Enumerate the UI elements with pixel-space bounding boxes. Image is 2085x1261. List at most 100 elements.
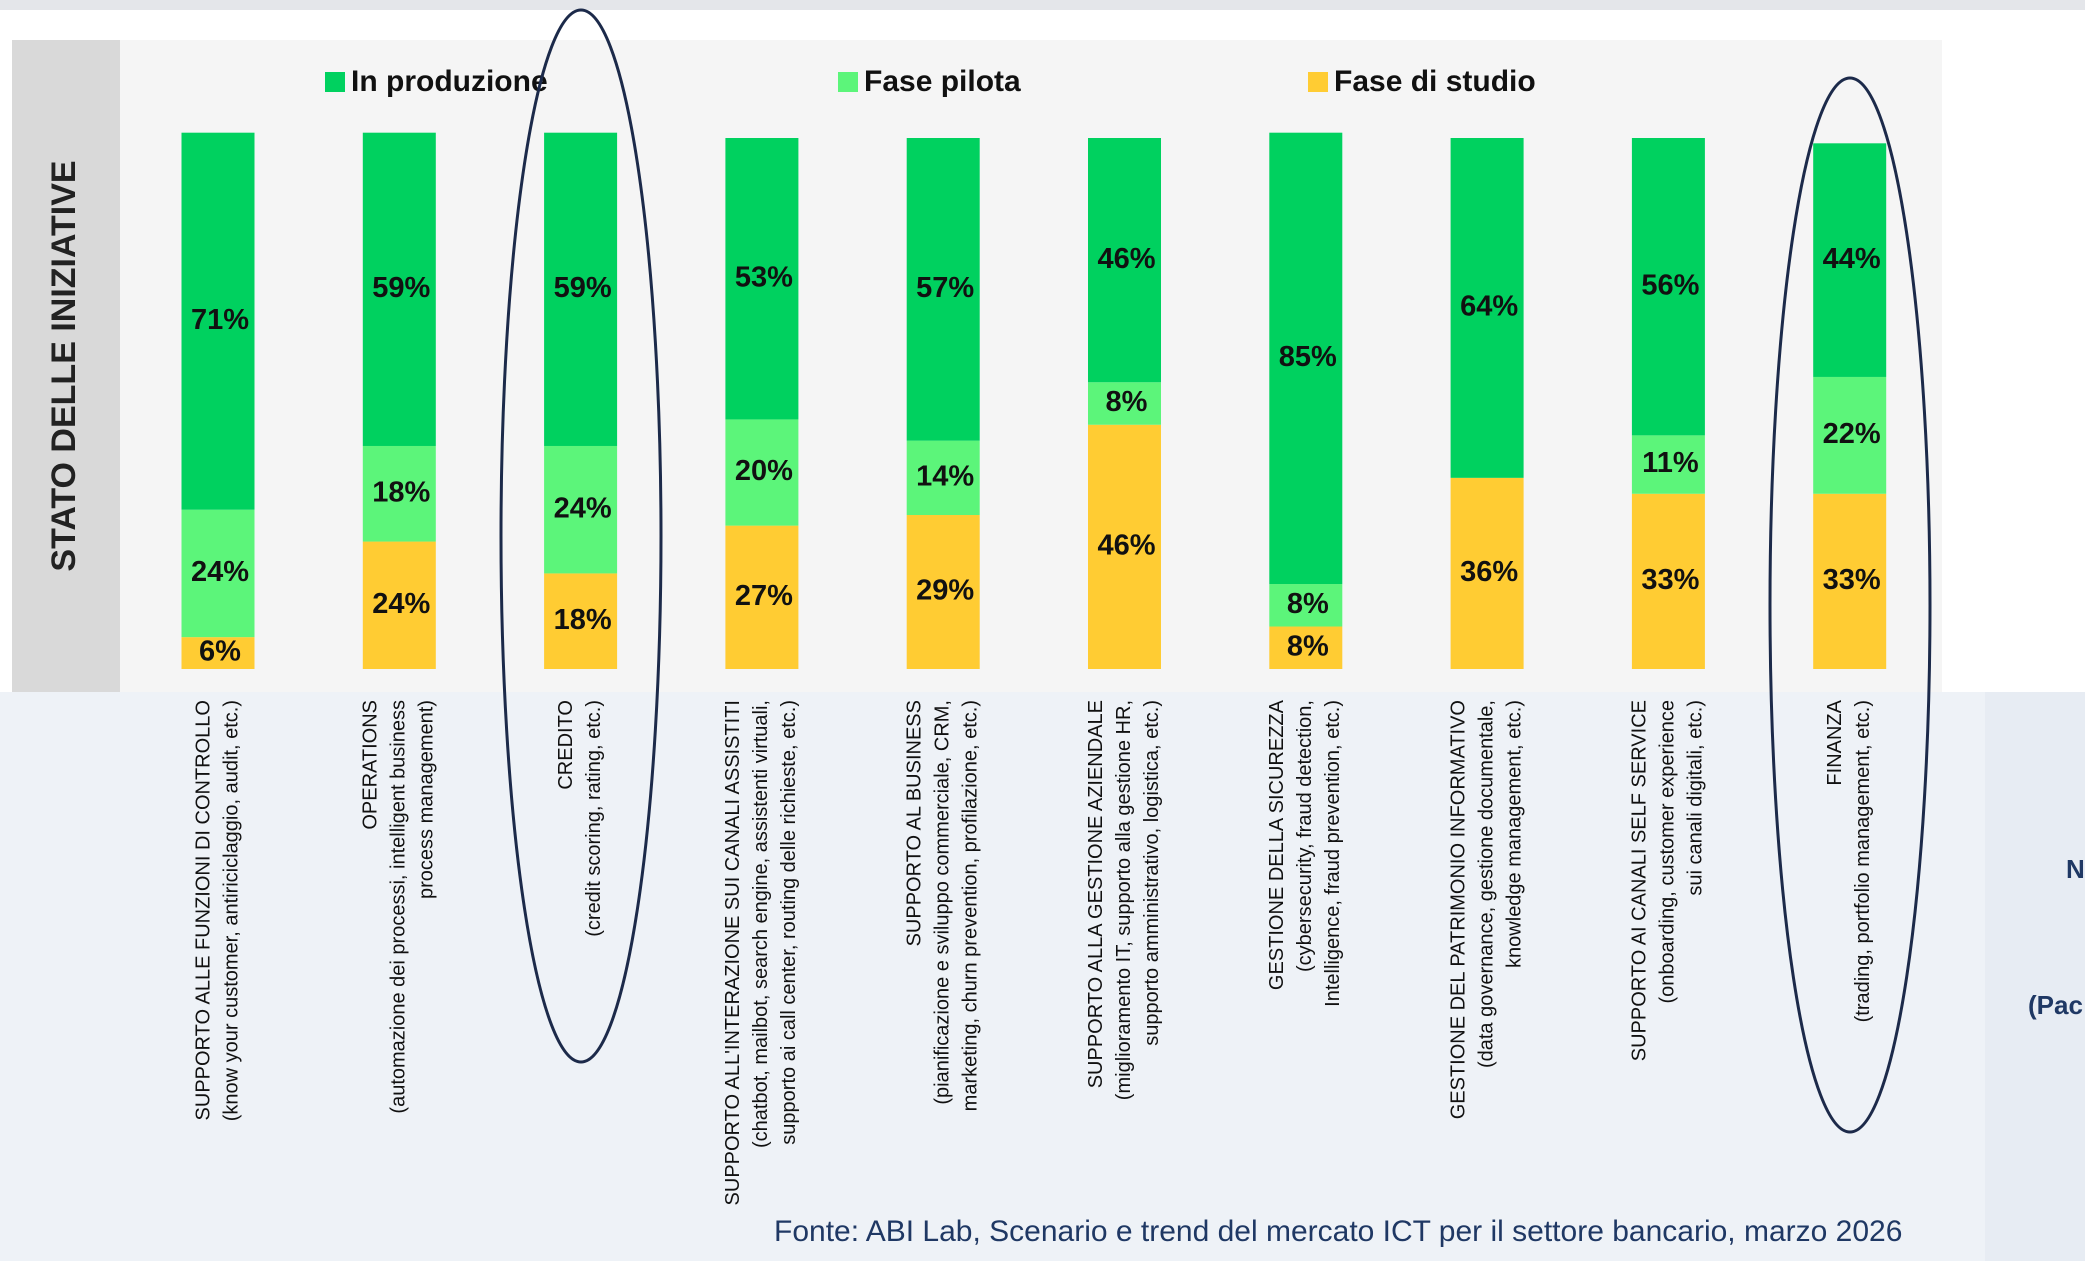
x-tick-label: FINANZA	[1824, 699, 1846, 785]
bar-segment	[1450, 138, 1524, 478]
side-panel	[1985, 692, 2085, 1261]
bar-segment	[1088, 138, 1161, 383]
data-label: 24%	[191, 556, 249, 588]
data-label: 46%	[1097, 243, 1155, 275]
data-label: 11%	[1642, 447, 1699, 479]
legend-swatch	[838, 72, 858, 92]
x-tick-label: (know your customer, antiriciclaggio, au…	[220, 700, 242, 1121]
bar-segment	[362, 541, 436, 669]
x-tick-label: (pianificazione e sviluppo commerciale, …	[931, 700, 953, 1105]
x-tick-label: SUPPORTO AL BUSINESS	[903, 700, 925, 946]
data-label: 18%	[554, 604, 612, 636]
data-label: 24%	[372, 588, 430, 620]
x-tick-label: (automazione dei processi, intelligent b…	[388, 700, 410, 1114]
bar-segment	[725, 138, 799, 420]
x-tick-label: (data governance, gestione documentale,	[1475, 700, 1497, 1068]
side-text: N	[2066, 854, 2085, 884]
data-label: 59%	[554, 272, 612, 304]
x-tick-label: (miglioramento IT, supporto alla gestion…	[1113, 700, 1135, 1100]
source-note: Fonte: ABI Lab, Scenario e trend del mer…	[774, 1215, 1902, 1248]
bar-segment	[1269, 626, 1343, 669]
bar-segment	[1631, 138, 1705, 436]
data-label: 8%	[1287, 588, 1329, 620]
x-tick-label: Intelligence, fraud prevention, etc.)	[1322, 700, 1344, 1007]
data-label: 14%	[916, 460, 974, 492]
bar-segment	[906, 515, 980, 669]
bar-segment	[1813, 376, 1887, 494]
bar-segment	[362, 132, 436, 446]
bar-segment	[1088, 382, 1161, 425]
x-tick-label: GESTIONE DELLA SICUREZZA	[1266, 699, 1288, 990]
x-tick-label: SUPPORTO ALLE FUNZIONI DI CONTROLLO	[192, 700, 214, 1120]
x-tick-label: supporto amministrativo, logistica, etc.…	[1141, 700, 1163, 1046]
data-label: 36%	[1460, 556, 1518, 588]
bar-segment	[1269, 132, 1343, 585]
data-label: 29%	[916, 575, 974, 607]
x-tick-label: SUPPORTO ALLA GESTIONE AZIENDALE	[1085, 700, 1107, 1088]
bar-segment	[1631, 493, 1705, 669]
ylabel-panel	[12, 40, 120, 692]
bar-segment	[1813, 493, 1887, 669]
data-label: 85%	[1279, 341, 1337, 373]
data-label: 27%	[735, 580, 793, 612]
data-label: 8%	[1106, 386, 1148, 418]
data-label: 20%	[735, 455, 793, 487]
data-label: 22%	[1823, 418, 1881, 450]
bar-segment	[725, 419, 799, 526]
bar-segment	[544, 445, 618, 574]
data-label: 33%	[1823, 564, 1881, 596]
x-tick-label: SUPPORTO ALL'INTERAZIONE SUI CANALI ASSI…	[722, 700, 744, 1205]
top-strip	[0, 0, 2085, 10]
bar-segment	[1269, 584, 1343, 627]
x-tick-label: SUPPORTO AI CANALI SELF SERVICE	[1629, 700, 1651, 1061]
data-label: 59%	[372, 272, 430, 304]
side-text: (Pac	[2028, 990, 2083, 1020]
legend-label: Fase pilota	[864, 65, 1021, 98]
x-tick-label: (cybersecurity, fraud detection,	[1294, 700, 1316, 972]
data-label: 64%	[1460, 291, 1518, 323]
x-tick-label: supporto ai call center, routing delle r…	[778, 700, 800, 1145]
bar-segment	[1813, 143, 1887, 377]
data-label: 8%	[1287, 630, 1329, 662]
data-label: 56%	[1641, 269, 1699, 301]
legend-label: In produzione	[351, 65, 548, 98]
bar-segment	[181, 509, 255, 638]
data-label: 53%	[735, 261, 793, 293]
data-label: 33%	[1641, 564, 1699, 596]
data-label: 57%	[916, 272, 974, 304]
y-axis-label: STATO DELLE INIZIATIVE	[45, 160, 83, 571]
x-tick-label: sui canali digitali, etc.)	[1685, 700, 1707, 896]
bar-segment	[181, 637, 255, 669]
data-label: 18%	[372, 476, 430, 508]
x-tick-label: CREDITO	[555, 700, 577, 790]
x-tick-label: knowledge management, etc.)	[1503, 700, 1525, 968]
x-tick-label: (onboarding, customer experience	[1657, 700, 1679, 1004]
legend-label: Fase di studio	[1334, 65, 1536, 98]
x-tick-label: process management)	[416, 700, 438, 899]
data-label: 46%	[1097, 530, 1155, 562]
x-tick-label: (chatbot, mailbot, search engine, assist…	[750, 700, 772, 1148]
bar-segment	[906, 138, 980, 441]
legend-swatch	[325, 72, 345, 92]
x-tick-label: marketing, churn prevention, profilazion…	[959, 700, 981, 1111]
bar-segment	[544, 573, 618, 669]
bar-segment	[1631, 435, 1705, 494]
x-tick-label: (trading, portfolio management, etc.)	[1852, 700, 1874, 1022]
data-label: 44%	[1823, 243, 1881, 275]
bar-segment	[725, 525, 799, 669]
data-label: 71%	[191, 304, 249, 336]
highlight-ellipse	[1768, 76, 1932, 1134]
bar-segment	[1450, 477, 1524, 669]
x-tick-label: (credit scoring, rating, etc.)	[583, 700, 605, 937]
data-label: 24%	[554, 492, 612, 524]
bar-segment	[544, 132, 618, 446]
legend-swatch	[1308, 72, 1328, 92]
highlight-ellipse	[499, 8, 663, 1064]
bar-segment	[362, 445, 436, 542]
marks: In produzione Fase pilota Fase di studio 6%…	[181, 65, 1887, 1205]
data-label: 6%	[199, 636, 241, 668]
bar-segment	[906, 440, 980, 516]
bar-segment	[1088, 424, 1161, 669]
